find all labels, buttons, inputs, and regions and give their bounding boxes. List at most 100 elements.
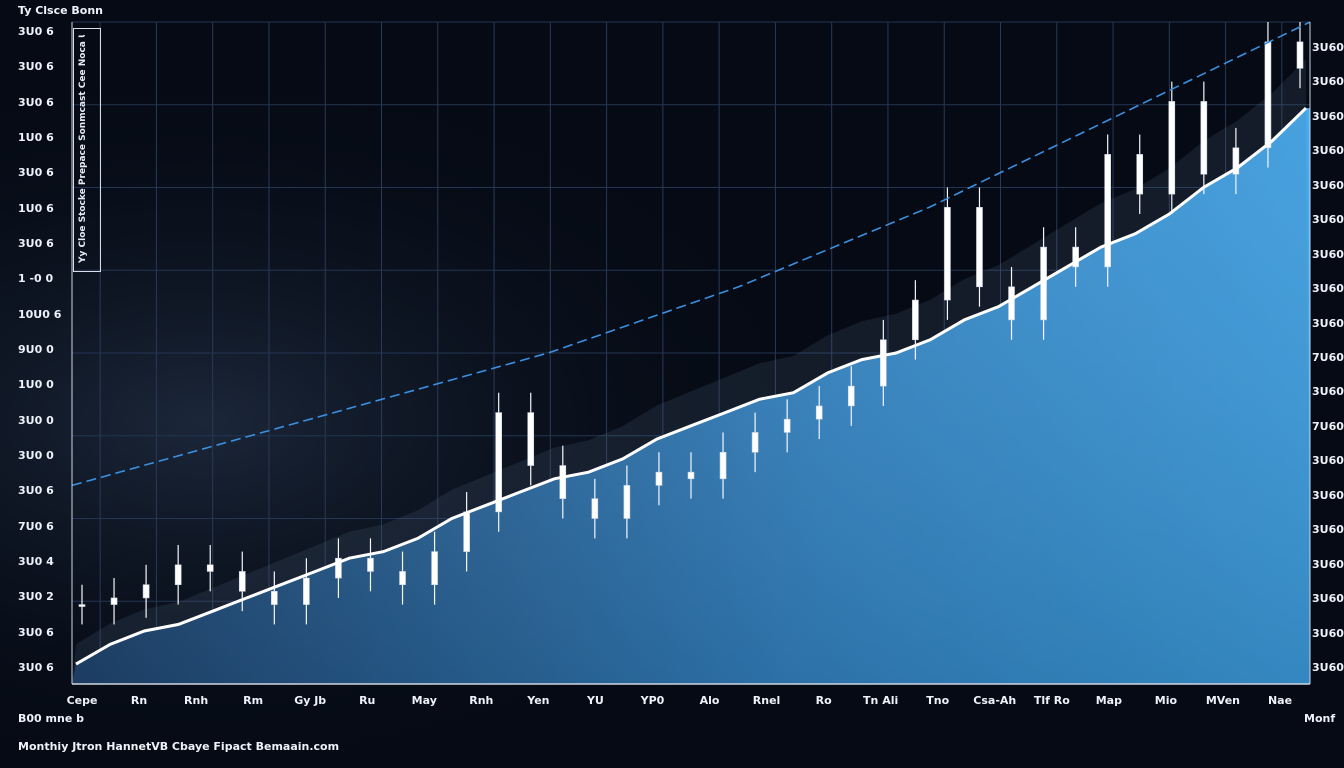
chart-title: Ty Clsce Bonn xyxy=(18,4,104,17)
candle-body xyxy=(142,584,150,599)
x-tick-label: Rnh xyxy=(184,694,209,707)
x-tick-label: Yen xyxy=(527,694,550,707)
y-tick-label-right: 7U60 xyxy=(1312,351,1344,364)
x-tick-label: Gy Jb xyxy=(294,694,327,707)
x-tick-label: Tlf Ro xyxy=(1033,694,1070,707)
footer-left-label: B00 mne b xyxy=(18,712,84,725)
candle-body xyxy=(431,551,438,585)
candle-body xyxy=(174,564,182,586)
y-tick-label-right: 3U60 xyxy=(1312,247,1344,261)
candle-body xyxy=(303,577,310,605)
x-tick-label: Mio xyxy=(1154,694,1178,707)
candle-body xyxy=(559,465,567,499)
candle-body xyxy=(335,557,342,579)
y-tick-label-right: 3U60 xyxy=(1312,488,1344,502)
candle-body xyxy=(687,471,695,480)
candle-body xyxy=(719,451,727,480)
y-tick-label-left: 3U0 6 xyxy=(18,60,54,74)
x-tick-label: Csa-Ah xyxy=(973,694,1017,707)
candle-body xyxy=(110,597,118,605)
candle-body xyxy=(1168,101,1176,195)
y-tick-label-right: 3U60 xyxy=(1312,109,1344,123)
y-tick-label-right: 3U60 xyxy=(1312,454,1344,468)
x-tick-label: Rnh xyxy=(469,694,494,707)
y-tick-label-left: 3U0 2 xyxy=(18,590,54,604)
y-tick-label-left: 3U0 6 xyxy=(18,625,54,639)
candle-body xyxy=(1296,41,1304,69)
source-text: Monthiy Jtron HannetVB Cbaye Fipact Bema… xyxy=(18,740,340,753)
candle-body xyxy=(944,207,951,301)
candle-body xyxy=(623,485,631,519)
candle-body xyxy=(1136,154,1144,195)
y-tick-label-left: 3U0 6 xyxy=(18,484,54,498)
area-fill xyxy=(72,59,1310,685)
y-tick-label-right: 3U60 xyxy=(1312,557,1344,571)
y-tick-label-left: 3U0 6 xyxy=(18,25,54,38)
y-tick-label-right: 3U60 xyxy=(1312,385,1344,399)
candle-body xyxy=(238,571,246,592)
y-tick-label-right: 3U60 xyxy=(1312,213,1344,227)
y-tick-label-left: 1U0 0 xyxy=(18,378,54,392)
x-tick-label: Rnel xyxy=(752,694,781,707)
x-tick-label: Nae xyxy=(1267,694,1293,707)
candle-body xyxy=(206,564,214,572)
legend-text: Yy Cloe Stocke Prepace Sonmcast Cee Noca… xyxy=(78,35,88,263)
x-tick-label: Tn Ali xyxy=(863,694,899,707)
candle-body xyxy=(527,412,535,466)
y-tick-label-left: 1 -0 0 xyxy=(18,272,54,286)
legend-box: Yy Cloe Stocke Prepace Sonmcast Cee Noca… xyxy=(73,28,101,272)
x-tick-label: Map xyxy=(1095,694,1122,707)
candle-body xyxy=(495,412,502,513)
candle-body xyxy=(399,571,406,586)
x-tick-label: Rm xyxy=(243,694,264,707)
y-tick-label-right: 3U60 xyxy=(1312,592,1344,606)
y-tick-label-right: 3U60 xyxy=(1312,178,1344,192)
y-tick-label-right: 3U60 xyxy=(1312,282,1344,296)
y-tick-label-left: 1U0 6 xyxy=(18,201,54,215)
y-tick-label-left: 3U0 0 xyxy=(18,413,54,427)
y-tick-label-left: 9U0 0 xyxy=(18,343,54,356)
y-tick-label-left: 3U0 0 xyxy=(18,449,54,462)
candle-body xyxy=(463,511,470,552)
candle-body xyxy=(655,471,663,486)
y-tick-label-right: 3U60 xyxy=(1312,41,1344,54)
candle-body xyxy=(1104,154,1111,268)
footer-right-label: Monf xyxy=(1304,712,1336,725)
candle-body xyxy=(367,557,374,572)
x-tick-label: YU xyxy=(586,694,604,707)
x-tick-label: MVen xyxy=(1205,694,1241,707)
candle-body xyxy=(976,207,983,288)
y-tick-label-left: 1U0 6 xyxy=(18,131,54,144)
y-tick-label-left: 7U0 6 xyxy=(18,519,54,533)
x-tick-label: Rn xyxy=(130,694,148,707)
x-tick-label: May xyxy=(411,694,437,707)
candle-body xyxy=(751,432,759,453)
candle-body xyxy=(78,604,86,607)
y-tick-label-right: 7U60 xyxy=(1312,419,1344,433)
y-tick-label-left: 3U0 6 xyxy=(18,166,54,180)
candle-body xyxy=(815,405,823,420)
y-tick-label-left: 3U0 6 xyxy=(18,237,54,250)
candle-body xyxy=(1264,41,1272,149)
y-tick-label-left: 3U0 6 xyxy=(18,661,54,674)
x-tick-label: Tno xyxy=(926,694,950,707)
y-tick-label-right: 3U60 xyxy=(1312,523,1344,537)
area-fill-shade xyxy=(72,108,1310,685)
main-line xyxy=(75,107,1308,666)
main-line-path xyxy=(75,107,1308,666)
candle-body xyxy=(880,339,887,387)
y-tick-label-left: 10U0 6 xyxy=(18,307,62,321)
candle-body xyxy=(1040,246,1047,321)
candle-body xyxy=(847,385,855,407)
candle-body xyxy=(271,591,278,605)
candle-body xyxy=(1008,286,1015,321)
y-tick-label-right: 3U60 xyxy=(1312,75,1344,89)
x-tick-label: Ro xyxy=(815,694,832,707)
y-tick-label-right: 3U60 xyxy=(1312,661,1344,674)
y-tick-label-right: 3U60 xyxy=(1312,144,1344,158)
candle-body xyxy=(591,498,599,519)
candle-body xyxy=(1072,246,1079,268)
y-tick-label-left: 3U0 6 xyxy=(18,95,54,109)
area-band xyxy=(72,59,1310,685)
